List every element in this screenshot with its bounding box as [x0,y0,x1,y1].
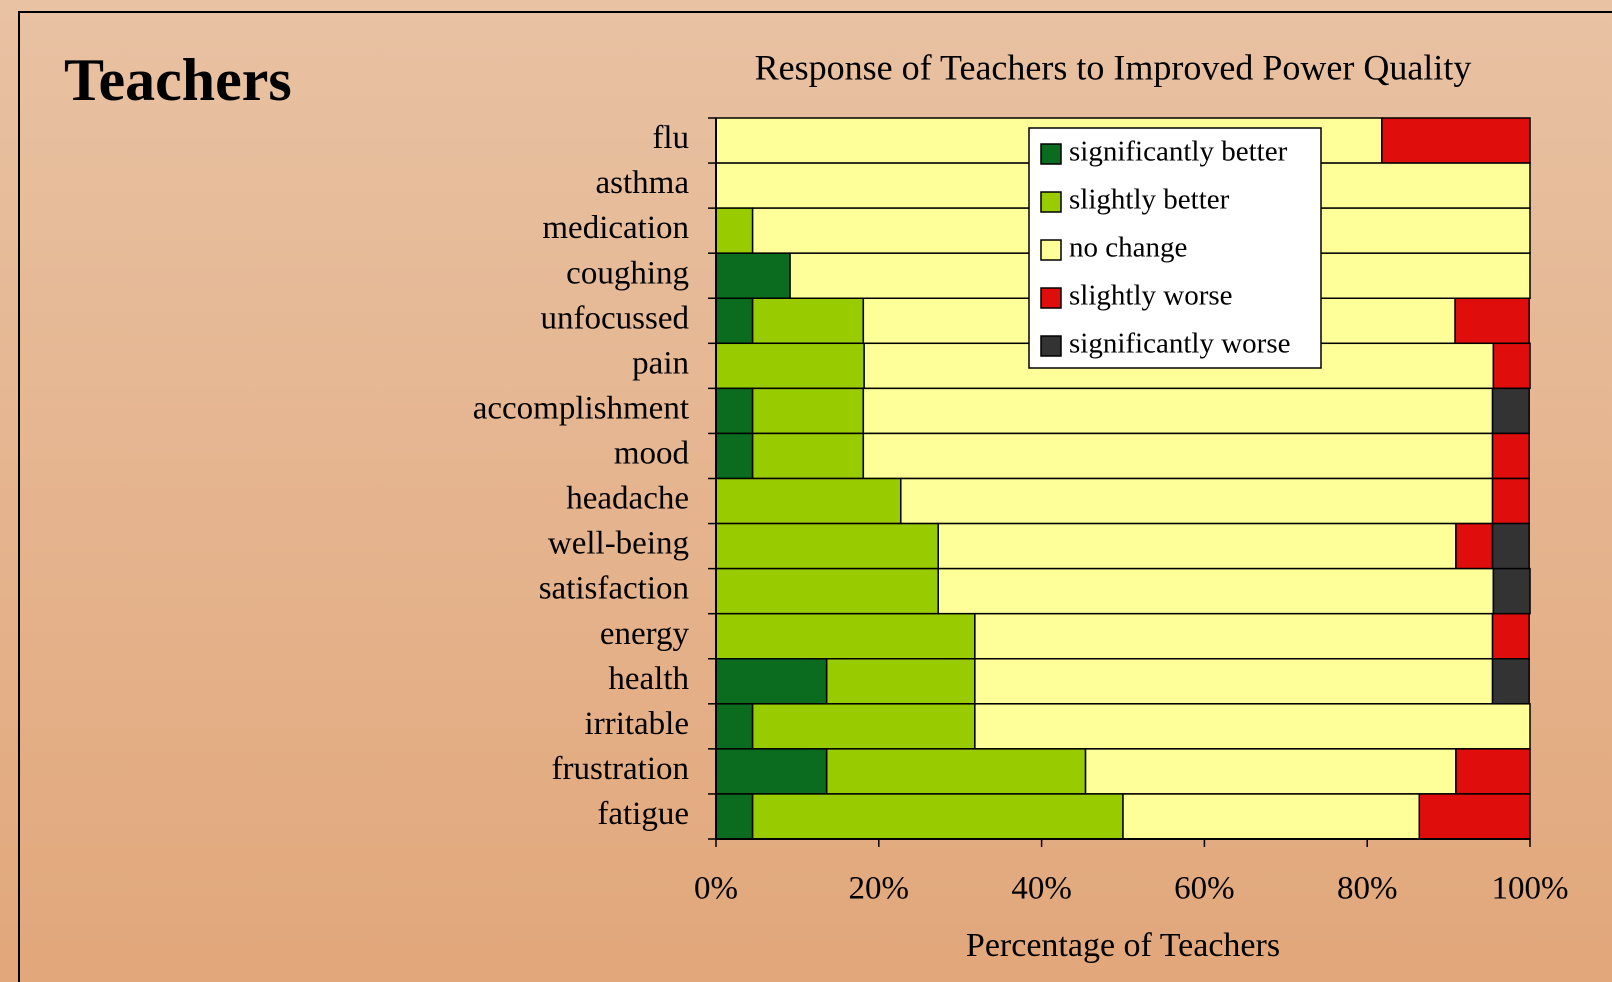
x-tick-label: 60% [1174,871,1235,907]
bar-segment [1491,387,1530,435]
bar-segment [937,522,1457,570]
bar-segment [1491,522,1530,570]
bar-segment [1122,793,1421,840]
y-tick-label: medication [542,210,689,246]
bar-segment [715,612,976,660]
frame [18,11,1612,982]
bar-segment [974,612,1494,660]
legend-label: slightly worse [1069,280,1233,312]
bar-segment [715,658,828,705]
bar-segment [862,432,1494,480]
legend-label: significantly worse [1069,328,1290,360]
bar-segment [715,387,754,435]
y-tick-label: mood [614,436,690,472]
y-tick-label: frustration [552,751,689,787]
bar-segment [751,297,865,345]
y-tick-label: well-being [548,526,689,562]
chart-title: Response of Teachers to Improved Power Q… [755,47,1472,87]
x-tick-label: 80% [1337,871,1398,907]
bar-segment [1455,748,1531,795]
bar-segment [1491,658,1530,705]
y-tick-label: irritable [585,706,689,742]
bar-segment [715,477,902,525]
bar-segment [1492,567,1531,615]
bar-segment [715,432,754,480]
bar-segment [1381,117,1531,164]
bar-segment [900,477,1494,525]
bar-segment [974,703,1531,750]
legend-swatch [1040,143,1062,165]
bar-segment [974,658,1494,705]
y-tick-label: health [608,661,689,697]
x-tick-label: 0% [694,871,738,907]
y-tick-label: energy [600,616,690,652]
slide-title: Teachers [64,47,292,113]
y-tick-label: accomplishment [473,390,689,426]
bar-segment [715,207,754,254]
x-axis-label: Percentage of Teachers [966,927,1280,964]
bar-segment [715,522,939,570]
bar-segment [1492,342,1531,390]
legend-label: significantly better [1069,136,1288,168]
bar-segment [1418,793,1531,840]
bar-segment [751,793,1124,840]
bar-segment [715,252,791,299]
bar-segment [1491,612,1530,660]
legend-label: no change [1069,232,1187,264]
legend-swatch [1040,287,1062,309]
legend-label: slightly better [1069,184,1230,216]
bar-segment [751,387,865,435]
bar-segment [1455,522,1494,570]
x-tick-label: 40% [1011,871,1072,907]
bar-segment [715,342,865,390]
bar-segment [715,567,939,615]
bar-segment [825,658,976,705]
bar-segment [1084,748,1457,795]
bar-segment [751,432,865,480]
y-tick-label: asthma [596,165,690,201]
bar-segment [1491,477,1530,525]
bar-segment [825,748,1087,795]
y-tick-label: coughing [566,255,689,291]
x-tick-label: 20% [849,871,910,907]
bar-segment [715,703,754,750]
y-tick-label: satisfaction [539,571,689,607]
bar-segment [937,567,1495,615]
bar-segment [1454,297,1530,345]
legend-swatch [1040,239,1062,261]
legend-swatch [1040,191,1062,213]
legend-swatch [1040,335,1062,357]
y-tick-label: flu [652,120,689,156]
bar-segment [715,297,754,345]
x-tick-label: 100% [1492,871,1569,907]
bar-segment [715,748,828,795]
legend-box [1028,127,1322,369]
bar-segment [715,793,754,840]
bar-segment [751,703,976,750]
bar-segment [862,387,1494,435]
y-tick-label: pain [632,345,689,381]
y-tick-label: headache [566,481,689,517]
y-tick-label: unfocussed [541,300,690,336]
y-tick-label: fatigue [597,796,689,832]
bar-segment [1491,432,1530,480]
